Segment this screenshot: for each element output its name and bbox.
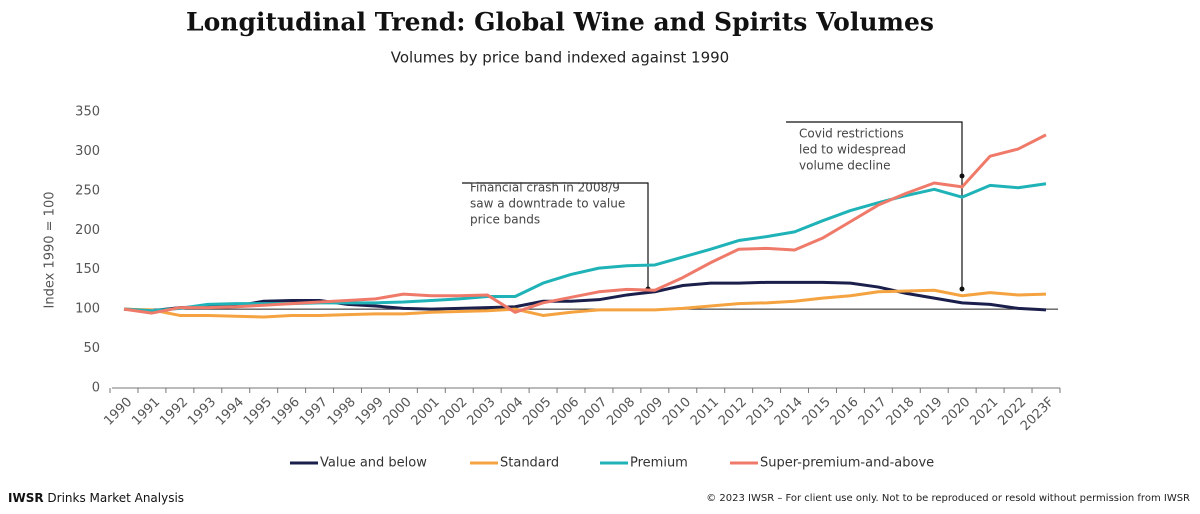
- x-tick-label: 2008: [604, 395, 638, 429]
- y-tick-label: 200: [75, 223, 100, 238]
- x-tick-label: 2017: [856, 395, 890, 429]
- x-tick-label: 2021: [967, 395, 1001, 429]
- x-tick-label: 1991: [129, 395, 163, 429]
- x-tick-label: 2018: [884, 395, 918, 429]
- annotation-dot: [959, 286, 965, 292]
- x-tick-label: 1995: [241, 395, 275, 429]
- x-tick-label: 2007: [576, 395, 610, 429]
- annotation-dot: [959, 173, 965, 179]
- x-tick-label: 1994: [213, 395, 247, 429]
- x-tick-label: 1997: [297, 395, 331, 429]
- x-tick-label: 2001: [409, 395, 443, 429]
- footer-brand: IWSR: [8, 491, 44, 505]
- x-tick-label: 2006: [548, 395, 582, 429]
- chart-subtitle: Volumes by price band indexed against 19…: [391, 49, 729, 67]
- y-tick-label: 250: [75, 183, 100, 198]
- x-tick-label: 1996: [269, 395, 303, 429]
- annotation-bracket: [786, 121, 963, 289]
- x-tick-label: 1999: [353, 395, 387, 429]
- annotation-text: led to widespread: [799, 143, 906, 157]
- x-tick-label: 2015: [800, 395, 834, 429]
- x-tick-label: 2011: [688, 395, 722, 429]
- chart-title: Longitudinal Trend: Global Wine and Spir…: [186, 8, 934, 37]
- x-tick-label: 1998: [325, 395, 359, 429]
- x-tick-label: 1992: [157, 395, 191, 429]
- y-tick-label: 100: [75, 302, 100, 317]
- x-tick-label: 2019: [912, 395, 946, 429]
- legend-label: Value and below: [320, 456, 427, 471]
- footer-tagline: Drinks Market Analysis: [47, 491, 184, 505]
- x-tick-label: 2000: [381, 395, 415, 429]
- series-line: [123, 288, 1047, 319]
- y-tick-label: 350: [75, 105, 100, 120]
- legend-label: Super-premium-and-above: [760, 456, 934, 471]
- annotation-text: volume decline: [799, 159, 891, 173]
- y-tick-label: 300: [75, 144, 100, 159]
- y-tick-label: 150: [75, 262, 100, 277]
- footer-brand-line: IWSR Drinks Market Analysis: [8, 491, 184, 505]
- x-tick-label: 2004: [492, 395, 526, 429]
- legend-label: Standard: [500, 456, 559, 471]
- x-tick-label: 2020: [939, 395, 973, 429]
- x-tick-label: 2005: [520, 395, 554, 429]
- annotation-text: saw a downtrade to value: [470, 197, 625, 211]
- x-tick-label: 2013: [744, 395, 778, 429]
- annotation-text: Financial crash in 2008/9: [470, 181, 620, 195]
- y-tick-label: 50: [83, 341, 100, 356]
- x-tick-label: 1990: [101, 395, 135, 429]
- annotation-bracket: [462, 182, 649, 289]
- x-tick-label: 1993: [185, 395, 219, 429]
- x-tick-label: 2010: [660, 395, 694, 429]
- x-tick-label: 2003: [465, 395, 499, 429]
- x-tick-label: 2009: [632, 395, 666, 429]
- y-axis-label: Index 1990 = 100: [43, 192, 58, 309]
- annotation-text: price bands: [470, 213, 540, 227]
- annotation-text: Covid restrictions: [799, 127, 904, 141]
- series-line: [123, 133, 1047, 315]
- x-tick-label: 2012: [716, 395, 750, 429]
- x-tick-label: 2016: [828, 395, 862, 429]
- x-tick-label: 2014: [772, 395, 806, 429]
- footer-copyright: © 2023 IWSR – For client use only. Not t…: [706, 493, 1190, 504]
- x-tick-label: 2002: [437, 395, 471, 429]
- legend-label: Premium: [630, 456, 688, 471]
- y-tick-label: 0: [92, 381, 100, 396]
